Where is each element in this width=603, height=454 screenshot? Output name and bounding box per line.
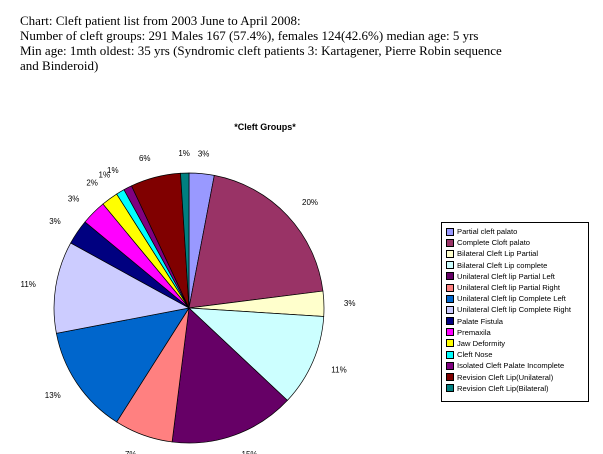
legend-item: Bilateral Cleft Lip Partial <box>446 248 588 259</box>
legend-label: Partial cleft palato <box>457 227 518 237</box>
legend-label: Bilateral Cleft Lip Partial <box>457 249 539 259</box>
pie-slice <box>180 172 190 309</box>
legend-item: Unilateral Cleft lip Partial Right <box>446 282 588 293</box>
legend-label: Unilateral Cleft lip Partial Left <box>457 271 555 281</box>
description-line: Number of cleft groups: 291 Males 167 (5… <box>20 28 479 43</box>
legend-label: Revision Cleft Lip(Bilateral) <box>457 383 549 393</box>
legend-swatch <box>446 294 454 303</box>
legend-item: Revision Cleft Lip(Unilateral) <box>446 371 588 382</box>
description-line: Min age: 1mth oldest: 35 yrs (Syndromic … <box>20 43 502 58</box>
slice-label: 1% <box>107 166 119 175</box>
slice-label: 11% <box>331 366 346 375</box>
legend-item: Premaxila <box>446 327 588 338</box>
slice-label: 3% <box>198 150 210 159</box>
slice-label: 1% <box>178 149 190 158</box>
legend-item: Bilateral Cleft Lip complete <box>446 260 588 271</box>
legend-item: Unilateral Cleft lip Complete Left <box>446 293 588 304</box>
pie-slice <box>171 307 288 444</box>
pie-slice <box>188 307 325 401</box>
legend-item: Isolated Cleft Palate Incomplete <box>446 360 588 371</box>
legend-swatch <box>446 227 454 236</box>
chart-legend: Partial cleft palato Complete Cloft palat… <box>441 222 589 402</box>
description-line: and Binderoid) <box>20 58 99 73</box>
legend-label: Bilateral Cleft Lip complete <box>457 260 548 270</box>
legend-item: Revision Cleft Lip(Bilateral) <box>446 383 588 394</box>
slice-label: 11% <box>20 280 35 289</box>
legend-item: Cleft Nose <box>446 349 588 360</box>
legend-label: Isolated Cleft Palate Incomplete <box>457 361 565 371</box>
legend-swatch <box>446 350 454 359</box>
legend-swatch <box>446 361 454 370</box>
description-line: Chart: Cleft patient list from 2003 June… <box>20 13 301 28</box>
pie-slice <box>55 307 190 423</box>
slice-label: 2% <box>86 179 98 188</box>
slice-label: 3% <box>344 299 356 308</box>
pie-slice <box>53 242 191 334</box>
legend-swatch <box>446 384 454 393</box>
legend-label: Unilateral Cleft lip Partial Right <box>457 283 560 293</box>
chart-title: *Cleft Groups* <box>234 122 296 132</box>
legend-swatch <box>446 283 454 292</box>
legend-swatch <box>446 373 454 382</box>
legend-swatch <box>446 328 454 337</box>
slice-label: 3% <box>68 194 80 203</box>
legend-label: Revision Cleft Lip(Unilateral) <box>457 372 554 382</box>
legend-label: Unilateral Cleft lip Complete Left <box>457 294 566 304</box>
chart-description: Chart: Cleft patient list from 2003 June… <box>20 13 590 73</box>
slice-label: 15% <box>242 450 258 454</box>
slice-label: 6% <box>139 154 151 163</box>
legend-item: Unilateral Cleft lip Partial Left <box>446 271 588 282</box>
legend-item: Palate Fistula <box>446 316 588 327</box>
legend-swatch <box>446 238 454 247</box>
legend-swatch <box>446 249 454 258</box>
legend-swatch <box>446 261 454 270</box>
legend-label: Premaxila <box>457 327 491 337</box>
legend-swatch <box>446 272 454 281</box>
legend-label: Jaw Deformity <box>457 338 506 348</box>
legend-swatch <box>446 339 454 348</box>
slice-label: 3% <box>49 217 61 226</box>
legend-label: Complete Cloft palato <box>457 238 531 248</box>
legend-item: Unilateral Cleft lip Complete Right <box>446 304 588 315</box>
legend-item: Partial cleft palato <box>446 226 588 237</box>
legend-item: Complete Cloft palato <box>446 237 588 248</box>
pie-slice <box>188 174 324 309</box>
legend-swatch <box>446 305 454 314</box>
legend-label: Cleft Nose <box>457 350 493 360</box>
legend-label: Unilateral Cleft lip Complete Right <box>457 305 571 315</box>
slice-label: 13% <box>45 391 61 400</box>
legend-swatch <box>446 317 454 326</box>
slice-label: 7% <box>125 450 137 454</box>
legend-label: Palate Fistula <box>457 316 504 326</box>
legend-item: Jaw Deformity <box>446 338 588 349</box>
slice-label: 20% <box>302 198 318 207</box>
slice-label: 1% <box>99 171 111 180</box>
